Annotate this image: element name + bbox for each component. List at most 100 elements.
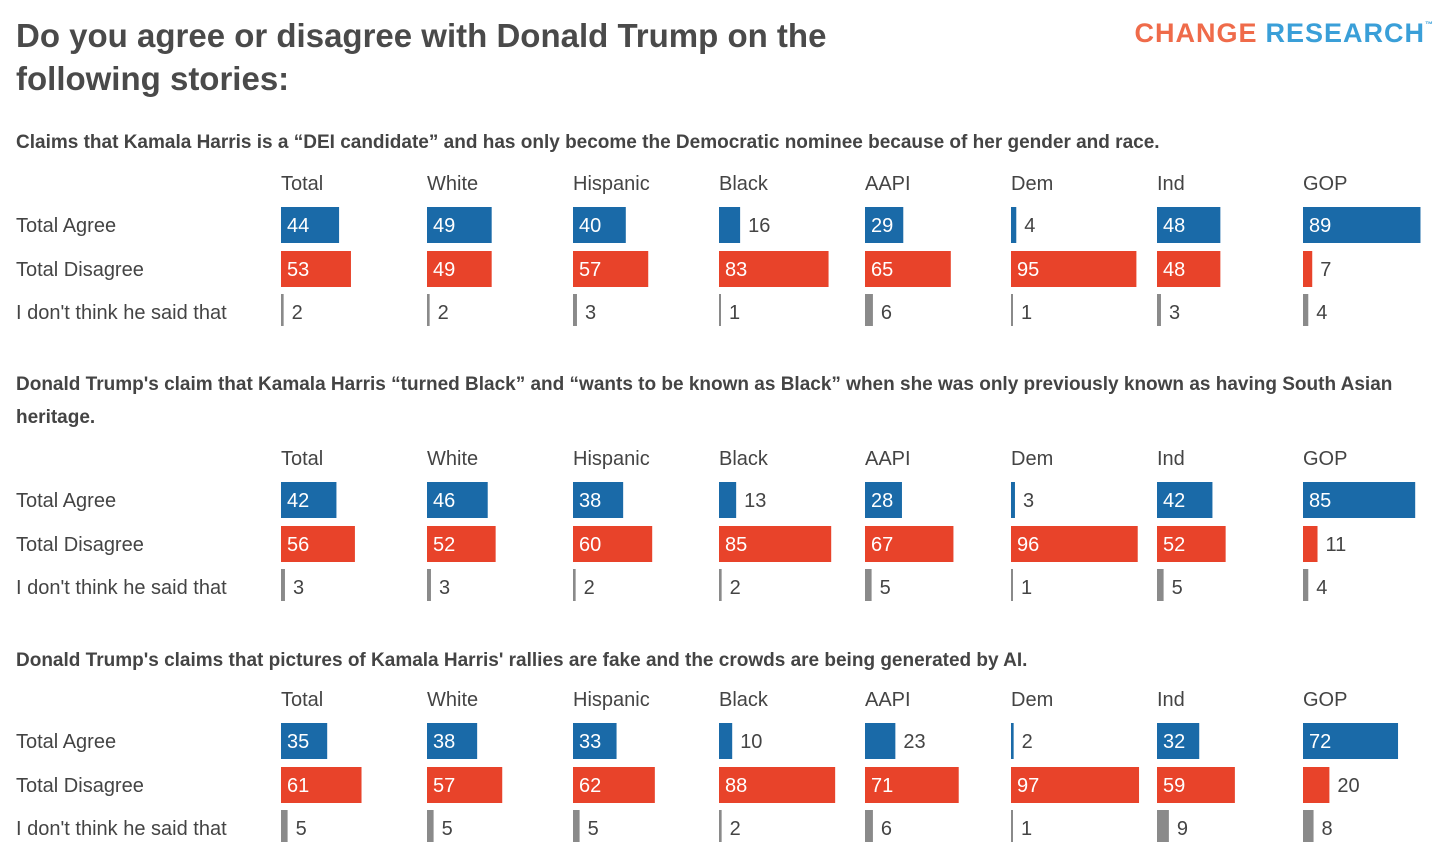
row-label-i-don-t-think-he-said-that: I don't think he said that [16,577,227,599]
value-label-i-don-t-think-he-said-that-total: 5 [296,818,307,840]
chart-3: Total White Hispanic Black AAPI Dem Ind GOP Tota… [0,682,1456,842]
bar-total-disagree-total [281,251,351,287]
logo-word-research: RESEARCH [1265,18,1425,48]
bar-total-disagree-aapi [865,251,951,287]
value-label-i-don-t-think-he-said-that-black: 1 [729,302,740,324]
value-label-total-disagree-white: 57 [433,775,455,797]
value-label-total-agree-gop: 72 [1309,731,1331,753]
bar-i-don-t-think-he-said-that-ind [1157,810,1169,842]
value-label-total-agree-aapi: 29 [871,215,893,237]
page-title: Do you agree or disagree with Donald Tru… [16,17,827,97]
value-label-i-don-t-think-he-said-that-black: 2 [730,577,741,599]
bar-i-don-t-think-he-said-that-gop [1303,810,1314,842]
value-label-total-disagree-dem: 97 [1017,775,1039,797]
column-header-dem: Dem [1011,689,1053,711]
value-label-total-disagree-dem: 95 [1017,259,1039,281]
bar-total-disagree-black [719,251,829,287]
bar-total-agree-dem [1011,723,1014,759]
column-header-aapi: AAPI [865,689,911,711]
value-label-i-don-t-think-he-said-that-aapi: 6 [881,818,892,840]
value-label-i-don-t-think-he-said-that-black: 2 [730,818,741,840]
bar-total-disagree-ind [1157,526,1226,562]
value-label-i-don-t-think-he-said-that-white: 3 [439,577,450,599]
value-label-total-agree-hispanic: 40 [579,215,601,237]
value-label-total-agree-black: 10 [740,731,762,753]
bar-i-don-t-think-he-said-that-hispanic [573,810,580,842]
bar-total-agree-total [281,723,328,759]
bar-i-don-t-think-he-said-that-white [427,810,434,842]
bar-total-agree-ind [1157,723,1200,759]
column-header-white: White [427,448,478,470]
column-header-total: Total [281,689,323,711]
bar-i-don-t-think-he-said-that-dem [1011,810,1013,842]
bar-total-disagree-hispanic [573,526,653,562]
bar-i-don-t-think-he-said-that-total [281,294,284,326]
value-label-total-agree-ind: 42 [1163,490,1185,512]
column-header-black: Black [719,689,769,711]
value-label-total-disagree-white: 49 [433,259,455,281]
question-3-text: Donald Trump's claims that pictures of K… [16,650,1028,671]
value-label-i-don-t-think-he-said-that-white: 5 [442,818,453,840]
value-label-total-disagree-hispanic: 60 [579,534,601,556]
bar-total-disagree-dem [1011,526,1138,562]
bar-total-disagree-aapi [865,526,954,562]
bar-i-don-t-think-he-said-that-aapi [865,810,873,842]
bar-i-don-t-think-he-said-that-gop [1303,294,1309,326]
value-label-total-disagree-black: 88 [725,775,747,797]
row-label-total-agree: Total Agree [16,215,116,237]
value-label-i-don-t-think-he-said-that-dem: 1 [1021,818,1032,840]
bar-total-agree-gop [1303,482,1416,518]
column-header-total: Total [281,173,323,195]
value-label-i-don-t-think-he-said-that-ind: 5 [1172,577,1183,599]
value-label-total-agree-dem: 2 [1022,731,1033,753]
change-research-logo: CHANGE RESEARCH™ [1134,18,1434,49]
row-label-total-agree: Total Agree [16,731,116,753]
bar-total-disagree-hispanic [573,767,655,803]
bar-i-don-t-think-he-said-that-ind [1157,294,1161,326]
value-label-i-don-t-think-he-said-that-white: 2 [438,302,449,324]
question-2-text: Donald Trump's claim that Kamala Harris … [16,374,1393,428]
row-label-i-don-t-think-he-said-that: I don't think he said that [16,302,227,324]
bar-total-disagree-dem [1011,767,1140,803]
bar-total-agree-black [719,207,741,243]
bar-i-don-t-think-he-said-that-hispanic [573,294,577,326]
chart-3-svg: Total White Hispanic Black AAPI Dem Ind GOP Tota… [16,689,1399,842]
value-label-total-disagree-aapi: 65 [871,259,893,281]
value-label-total-disagree-gop: 7 [1320,259,1331,281]
bar-total-agree-white [427,207,492,243]
bar-total-agree-total [281,482,337,518]
bar-total-agree-white [427,723,478,759]
chart-1: Total White Hispanic Black AAPI Dem Ind GOP Tota… [0,166,1456,326]
column-header-aapi: AAPI [865,173,911,195]
logo-word-change: CHANGE [1134,18,1258,48]
column-header-ind: Ind [1157,448,1185,470]
value-label-total-agree-total: 35 [287,731,309,753]
value-label-total-agree-gop: 85 [1309,490,1331,512]
value-label-i-don-t-think-he-said-that-ind: 3 [1169,302,1180,324]
value-label-i-don-t-think-he-said-that-hispanic: 5 [588,818,599,840]
column-header-white: White [427,689,478,711]
column-header-hispanic: Hispanic [573,173,650,195]
bar-total-disagree-total [281,767,362,803]
value-label-total-disagree-total: 56 [287,534,309,556]
bar-total-disagree-ind [1157,251,1221,287]
value-label-total-disagree-hispanic: 57 [579,259,601,281]
value-label-total-agree-hispanic: 38 [579,490,601,512]
bar-i-don-t-think-he-said-that-white [427,569,431,601]
value-label-total-agree-hispanic: 33 [579,731,601,753]
row-label-total-disagree: Total Disagree [16,534,144,556]
value-label-total-agree-gop: 89 [1309,215,1331,237]
bar-total-agree-hispanic [573,482,624,518]
value-label-i-don-t-think-he-said-that-aapi: 6 [881,302,892,324]
bar-total-disagree-ind [1157,767,1235,803]
value-label-total-agree-ind: 32 [1163,731,1185,753]
value-label-total-agree-black: 16 [748,215,770,237]
bar-total-agree-black [719,723,733,759]
value-label-total-agree-dem: 4 [1024,215,1035,237]
column-header-ind: Ind [1157,689,1185,711]
value-label-i-don-t-think-he-said-that-total: 2 [292,302,303,324]
bar-i-don-t-think-he-said-that-total [281,810,288,842]
bar-total-agree-dem [1011,207,1017,243]
value-label-total-agree-white: 46 [433,490,455,512]
value-label-total-disagree-aapi: 67 [871,534,893,556]
